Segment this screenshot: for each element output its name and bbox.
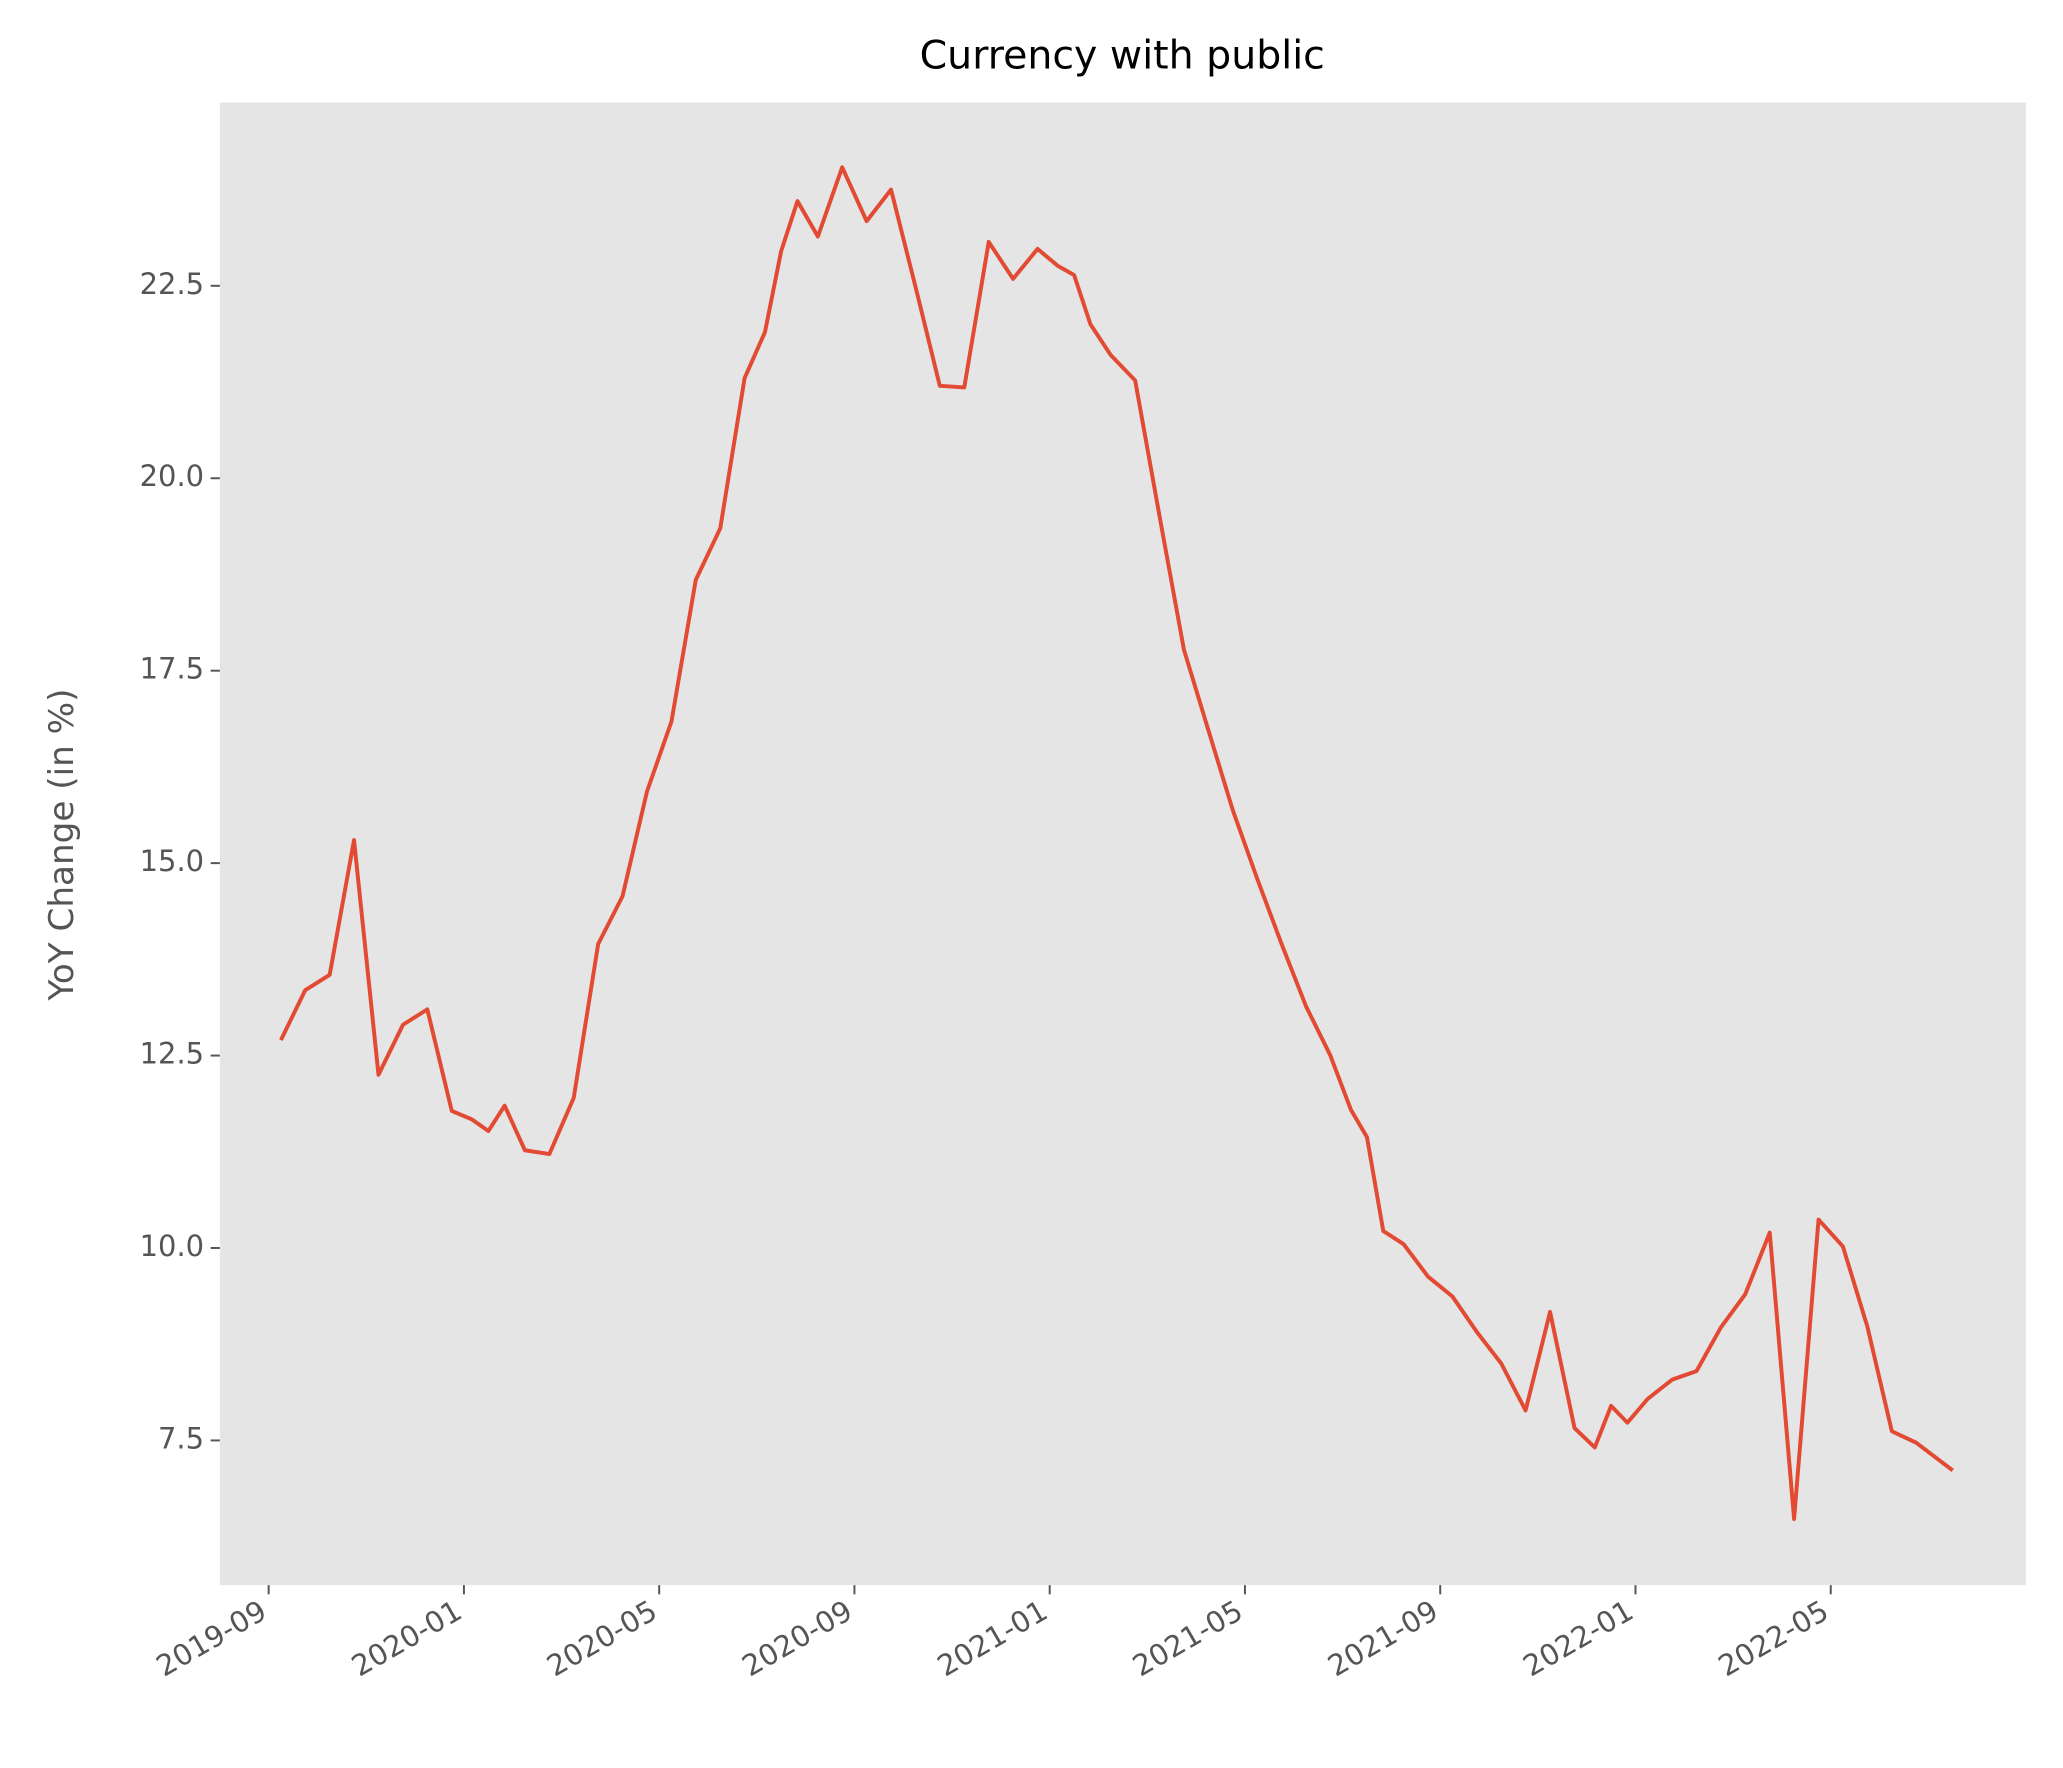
data-line: [279, 165, 1954, 1521]
chart-title: Currency with public: [920, 32, 1325, 78]
y-tick-label: 20.0: [140, 459, 204, 493]
y-tick-label: 22.5: [140, 267, 204, 301]
x-tick-label: 2022-01: [1517, 1593, 1639, 1683]
x-tick-label: 2022-05: [1713, 1593, 1835, 1683]
x-tick-label: 2020-01: [346, 1593, 468, 1683]
y-tick-label: 10.0: [140, 1229, 204, 1263]
y-tick-label: 12.5: [140, 1037, 204, 1071]
x-tick-label: 2021-05: [1127, 1593, 1249, 1683]
y-tick-label: 15.0: [140, 844, 204, 878]
y-tick-label: 7.5: [158, 1421, 204, 1455]
y-tick-label: 17.5: [140, 652, 204, 686]
x-tick-label: 2021-01: [931, 1593, 1053, 1683]
y-axis-label: YoY Change (in %): [42, 689, 82, 1002]
x-tick-label: 2020-05: [541, 1593, 663, 1683]
plot-area: [219, 102, 2026, 1586]
x-tick-label: 2020-09: [736, 1593, 858, 1683]
x-tick-label: 2021-09: [1322, 1593, 1444, 1683]
x-tick-label: 2019-09: [150, 1593, 272, 1683]
